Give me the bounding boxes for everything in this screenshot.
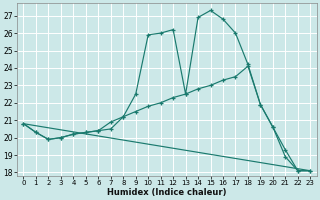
- X-axis label: Humidex (Indice chaleur): Humidex (Indice chaleur): [107, 188, 227, 197]
